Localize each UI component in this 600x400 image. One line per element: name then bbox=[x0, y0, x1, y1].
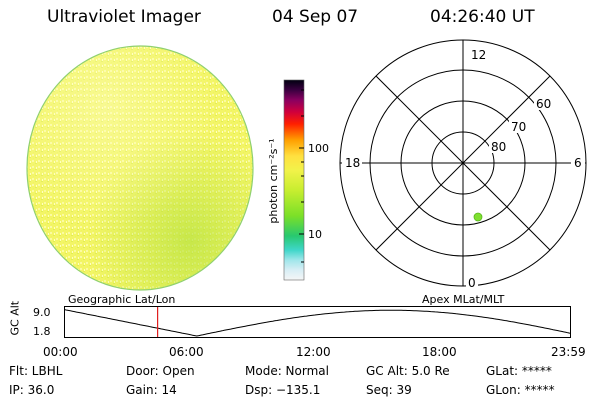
color-bar bbox=[283, 79, 305, 281]
mlt-label-6: 6 bbox=[574, 156, 582, 170]
instrument-title: Ultraviolet Imager bbox=[47, 7, 201, 27]
geographic-latlon-label: Geographic Lat/Lon bbox=[68, 293, 176, 306]
polar-mlt-plot: 12 18 6 0 60 70 80 bbox=[339, 39, 587, 290]
apex-mlat-mlt-label: Apex MLat/MLT bbox=[422, 293, 505, 306]
lat-label-60: 60 bbox=[536, 97, 551, 111]
timeline-frame bbox=[64, 306, 571, 338]
ip-info: IP: 36.0 bbox=[9, 383, 55, 397]
colorbar-tick-10: 10 bbox=[308, 228, 322, 241]
time-tick-1800: 18:00 bbox=[422, 345, 457, 359]
spacecraft-footprint-dot bbox=[473, 212, 483, 222]
time-label: 04:26:40 UT bbox=[430, 7, 535, 27]
mlt-label-12: 12 bbox=[471, 48, 486, 62]
glat-info: GLat: ***** bbox=[486, 364, 552, 378]
gc-alt-info: GC Alt: 5.0 Re bbox=[366, 364, 450, 378]
color-scale: 100 10 photon cm⁻²s⁻¹ bbox=[267, 79, 329, 281]
altitude-timeline bbox=[64, 306, 571, 338]
seq-info: Seq: 39 bbox=[366, 383, 412, 397]
colorbar-tick-100: 100 bbox=[308, 142, 329, 155]
lat-label-80: 80 bbox=[491, 140, 506, 154]
gc-alt-axis-label: GC Alt bbox=[8, 300, 22, 336]
meridian-diag-2 bbox=[375, 75, 551, 251]
filter-info: Flt: LBHL bbox=[9, 364, 63, 378]
mlt-label-0: 0 bbox=[468, 276, 476, 290]
door-info: Door: Open bbox=[126, 364, 195, 378]
date-label: 04 Sep 07 bbox=[272, 7, 359, 27]
mode-info: Mode: Normal bbox=[245, 364, 329, 378]
limb-outline bbox=[26, 45, 254, 291]
time-tick-2359: 23:59 bbox=[551, 345, 586, 359]
mlt-label-18: 18 bbox=[345, 156, 360, 170]
alt-axis-top-value: 9.0 bbox=[33, 306, 51, 319]
alt-axis-bottom-value: 1.8 bbox=[33, 325, 51, 338]
colorbar-unit-label: photon cm⁻²s⁻¹ bbox=[267, 138, 280, 223]
glon-info: GLon: ***** bbox=[486, 383, 555, 397]
time-tick-0600: 06:00 bbox=[169, 345, 204, 359]
time-tick-1200: 12:00 bbox=[296, 345, 331, 359]
time-tick-0000: 00:00 bbox=[43, 345, 78, 359]
lat-label-70: 70 bbox=[511, 120, 526, 134]
dsp-info: Dsp: −135.1 bbox=[245, 383, 321, 397]
altitude-curve bbox=[64, 309, 571, 337]
uv-earth-image bbox=[26, 45, 254, 291]
gain-info: Gain: 14 bbox=[126, 383, 177, 397]
